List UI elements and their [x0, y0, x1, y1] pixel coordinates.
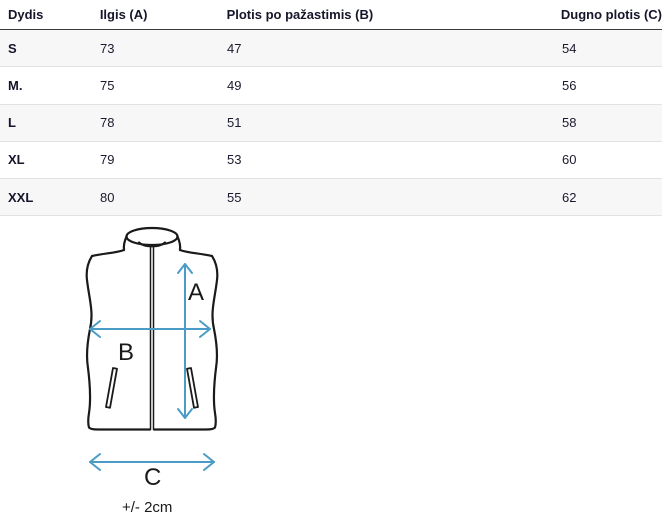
- svg-text:+/- 2cm: +/- 2cm: [122, 499, 172, 516]
- svg-text:B: B: [118, 339, 134, 366]
- svg-text:C: C: [144, 464, 161, 491]
- svg-text:A: A: [188, 279, 204, 306]
